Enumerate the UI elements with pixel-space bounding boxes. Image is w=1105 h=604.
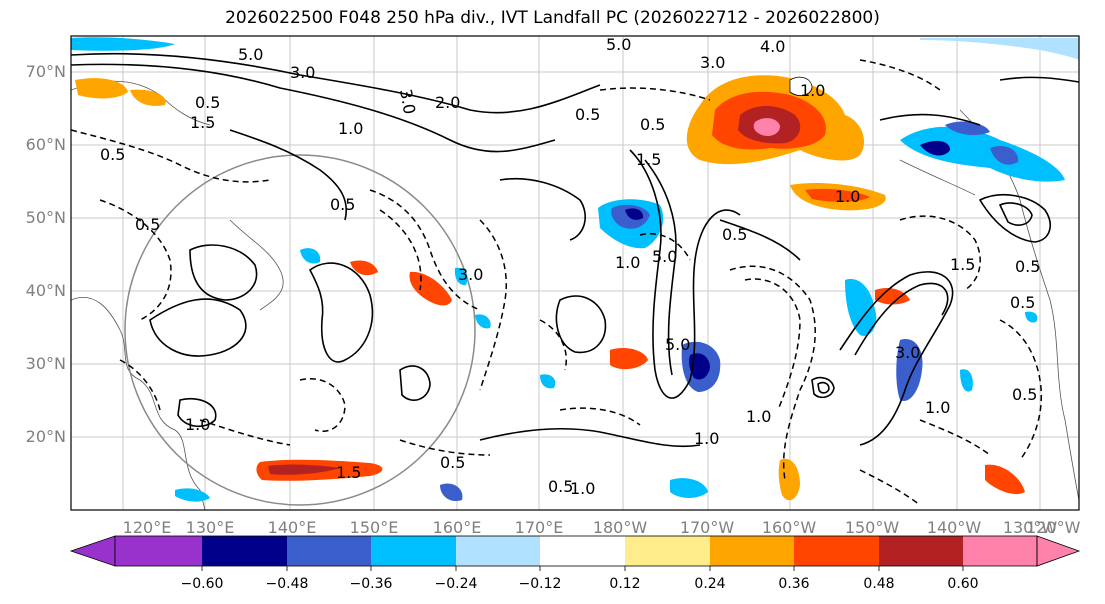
reference-circle [124,154,476,506]
contour-label: 3.0 [396,87,419,115]
colorbar-bin [456,536,540,566]
lat-label: 60°N [25,135,66,154]
colorbar-extend-high [1036,535,1081,567]
colorbar-bin [963,536,1037,566]
colorbar-tick-label: 0.12 [609,576,641,592]
lon-label: 120°E [122,518,172,537]
lon-label: 160°W [761,518,817,537]
contour-label: 1.0 [835,187,860,206]
contour-label: 1.5 [950,255,975,274]
contour-label: 0.5 [1015,257,1040,276]
contour-label: 1.0 [185,415,210,434]
contour-label: 1.0 [746,407,771,426]
lon-label: 160°E [432,518,482,537]
contours-solid [71,52,1079,448]
colorbar-bin [794,536,879,566]
lon-label: 180°W [592,518,648,537]
colorbar-bin [287,536,371,566]
contour-label: 1.0 [570,479,595,498]
contour-label: 0.5 [1012,385,1037,404]
colorbar-tick-label: −0.24 [434,576,478,592]
lat-label: 20°N [25,427,66,446]
colorbar-bin [879,536,963,566]
contour-label: 3.0 [895,343,920,362]
colorbar-bin [710,536,794,566]
colorbar-tick-label: −0.12 [518,576,562,592]
map-title: 2026022500 F048 250 hPa div., IVT Landfa… [225,8,880,28]
colorbar-bin [625,536,710,566]
lon-label: 140°E [267,518,317,537]
contour-label: 3.0 [700,53,725,72]
contour-label: 0.5 [440,453,465,472]
contour-label: 1.5 [336,463,361,482]
contours-dashed [71,59,1043,506]
lat-label: 40°N [25,281,66,300]
contour-label: 3.0 [458,265,483,284]
contour-label: 0.5 [640,115,665,134]
contour-label: 5.0 [665,335,690,354]
colorbar-tick-label: −0.60 [180,576,224,592]
contour-label: 0.5 [548,477,573,496]
lat-label: 30°N [25,354,66,373]
lon-label: 140°W [926,518,982,537]
contour-label: 1.5 [190,113,215,132]
contour-label: 3.0 [290,63,315,82]
colorbar-bin [540,536,625,566]
lon-label: 150°E [349,518,399,537]
contour-label: 1.0 [800,81,825,100]
contour-label: 1.0 [925,398,950,417]
lon-label: 120°W [1026,518,1081,537]
contour-label: 1.0 [694,429,719,448]
colorbar-frame [114,535,1038,567]
contour-label: 0.5 [575,105,600,124]
lat-label: 50°N [25,208,66,227]
colorbar-tick-label: 0.60 [947,576,979,592]
contour-label: 0.5 [722,225,747,244]
lon-label: 130°E [185,518,235,537]
contour-label: 1.0 [338,119,363,138]
contour-label: 2.0 [435,93,460,112]
map-frame [70,35,1080,511]
colorbar-bin [202,536,287,566]
colorbar-bin [115,536,202,566]
lat-label: 70°N [25,62,66,81]
colorbar-tick-label: 0.24 [694,576,726,592]
lon-label: 170°E [514,518,564,537]
contour-label: 5.0 [238,45,263,64]
colorbar-bin [371,536,456,566]
contour-label: 0.5 [330,195,355,214]
divergence-shading [71,37,1079,502]
colorbar-tick-label: 0.36 [778,576,810,592]
colorbar-extend-low [69,535,116,567]
colorbar-tick-label: −0.36 [349,576,393,592]
contour-label: 4.0 [760,37,785,56]
contour-label: 0.5 [100,145,125,164]
contour-labels: 5.0 3.0 3.0 2.0 0.5 1.5 1.0 0.5 0.5 3.0 … [100,35,1040,498]
lon-label: 150°W [844,518,900,537]
colorbar [69,535,1081,571]
colorbar-tick-label: −0.48 [265,576,309,592]
contour-label: 5.0 [606,35,631,54]
contour-label: 1.5 [636,150,661,169]
contour-label: 0.5 [195,93,220,112]
colorbar-tick-label: 0.48 [863,576,895,592]
contour-label: 5.0 [652,247,677,266]
lon-label: 130°W [1002,518,1058,537]
contour-label: 0.5 [135,215,160,234]
lon-label: 170°W [679,518,735,537]
contour-label: 1.0 [615,253,640,272]
contour-label: 0.5 [1010,293,1035,312]
